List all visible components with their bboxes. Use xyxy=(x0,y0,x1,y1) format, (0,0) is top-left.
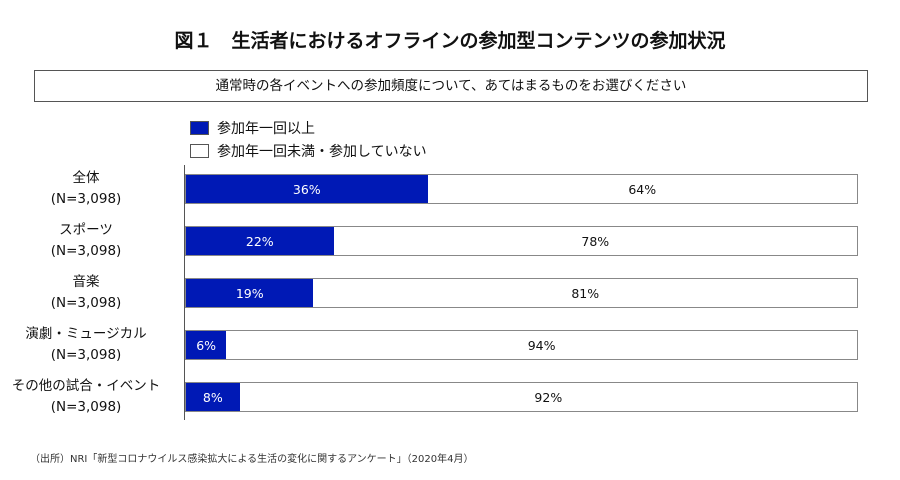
stacked-bar: 36% 64% xyxy=(185,174,858,204)
legend-swatch-blue xyxy=(190,121,209,135)
stacked-bar: 22% 78% xyxy=(185,226,858,256)
source-note: （出所）NRI「新型コロナウイルス感染拡大による生活の変化に関するアンケート」（… xyxy=(30,454,474,465)
data-label: 92% xyxy=(534,389,563,405)
bar-segment-participated: 8% xyxy=(186,383,240,411)
sample-size: (N=3,098) xyxy=(50,243,122,259)
legend-label: 参加年一回以上 xyxy=(217,121,315,137)
sample-size: (N=3,098) xyxy=(50,295,122,311)
data-label: 19% xyxy=(235,285,264,301)
data-label: 6% xyxy=(196,337,217,353)
sample-size: (N=3,098) xyxy=(50,399,122,415)
category-name: 音楽 xyxy=(72,274,100,290)
category-label: 演劇・ミュージカル (N=3,098) xyxy=(0,324,172,366)
bar-segment-not-participated: 81% xyxy=(313,279,857,307)
data-label: 81% xyxy=(571,285,600,301)
category-name: その他の試合・イベント xyxy=(11,378,161,394)
chart-title: 図１ 生活者におけるオフラインの参加型コンテンツの参加状況 xyxy=(174,30,726,52)
category-name: 演劇・ミュージカル xyxy=(25,326,147,342)
category-axis-line xyxy=(184,165,185,420)
category-label: スポーツ (N=3,098) xyxy=(0,220,172,262)
data-label: 94% xyxy=(527,337,556,353)
data-label: 22% xyxy=(245,233,274,249)
legend-label: 参加年一回未満・参加していない xyxy=(217,144,427,160)
category-label: 全体 (N=3,098) xyxy=(0,168,172,210)
data-label: 78% xyxy=(581,233,610,249)
bar-segment-participated: 19% xyxy=(186,279,314,307)
question-box: 通常時の各イベントへの参加頻度について、あてはまるものをお選びください xyxy=(34,70,868,102)
legend-item-participated: 参加年一回以上 xyxy=(190,118,315,138)
bar-segment-participated: 36% xyxy=(186,175,428,203)
legend-swatch-white xyxy=(190,144,209,158)
sample-size: (N=3,098) xyxy=(50,191,122,207)
stacked-bar: 8% 92% xyxy=(185,382,858,412)
bar-segment-not-participated: 92% xyxy=(239,383,857,411)
data-label: 36% xyxy=(292,181,321,197)
bar-segment-participated: 6% xyxy=(186,331,227,359)
sample-size: (N=3,098) xyxy=(50,347,122,363)
category-name: 全体 xyxy=(72,170,100,186)
stacked-bar: 19% 81% xyxy=(185,278,858,308)
stacked-bar: 6% 94% xyxy=(185,330,858,360)
bar-segment-participated: 22% xyxy=(186,227,334,255)
bar-segment-not-participated: 94% xyxy=(226,331,857,359)
legend-item-not-participated: 参加年一回未満・参加していない xyxy=(190,141,427,161)
bar-segment-not-participated: 78% xyxy=(333,227,857,255)
data-label: 64% xyxy=(628,181,657,197)
category-name: スポーツ xyxy=(59,222,113,238)
category-label: その他の試合・イベント (N=3,098) xyxy=(0,376,172,418)
bar-segment-not-participated: 64% xyxy=(427,175,857,203)
category-label: 音楽 (N=3,098) xyxy=(0,272,172,314)
data-label: 8% xyxy=(202,389,223,405)
